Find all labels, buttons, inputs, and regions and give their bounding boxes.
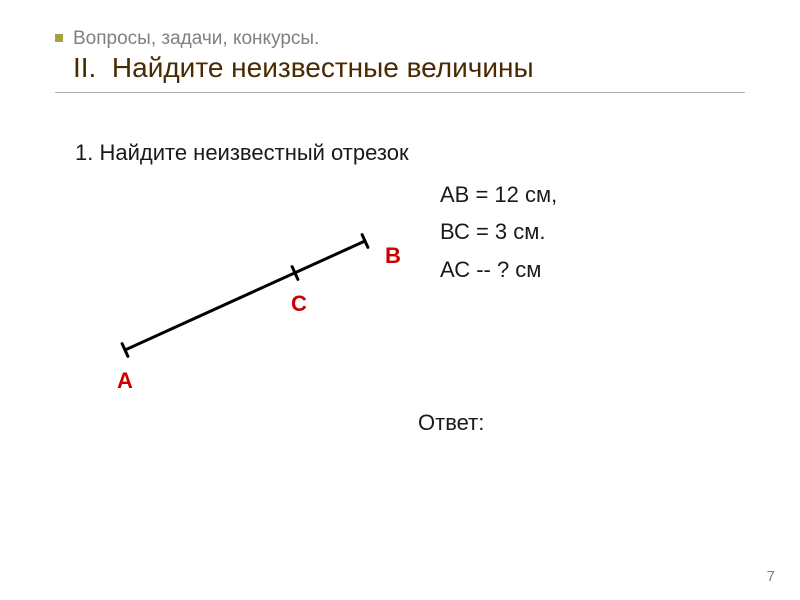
title-prefix: II. — [73, 52, 96, 83]
given-line: ВС = 3 см. — [440, 213, 557, 250]
point-label-a: A — [117, 368, 133, 394]
header-subtitle: Вопросы, задачи, конкурсы. — [73, 28, 760, 50]
given-values: АВ = 12 см, ВС = 3 см. АС -- ? см — [440, 176, 557, 288]
point-label-c: C — [291, 291, 307, 317]
diagram-svg — [105, 200, 405, 380]
title-main: Найдите неизвестные величины — [112, 52, 534, 83]
answer-label: Ответ: — [418, 410, 484, 436]
header-divider — [55, 92, 745, 93]
given-line: АС -- ? см — [440, 251, 557, 288]
header-title: II. Найдите неизвестные величины — [73, 52, 760, 84]
slide-header: Вопросы, задачи, конкурсы. II. Найдите н… — [55, 28, 760, 93]
segment-diagram: A B C — [105, 200, 405, 380]
accent-square — [55, 34, 63, 42]
slide: Вопросы, задачи, конкурсы. II. Найдите н… — [0, 0, 800, 600]
point-label-b: B — [385, 243, 401, 269]
problem-statement: 1. Найдите неизвестный отрезок — [75, 140, 409, 166]
given-line: АВ = 12 см, — [440, 176, 557, 213]
page-number: 7 — [767, 568, 775, 585]
